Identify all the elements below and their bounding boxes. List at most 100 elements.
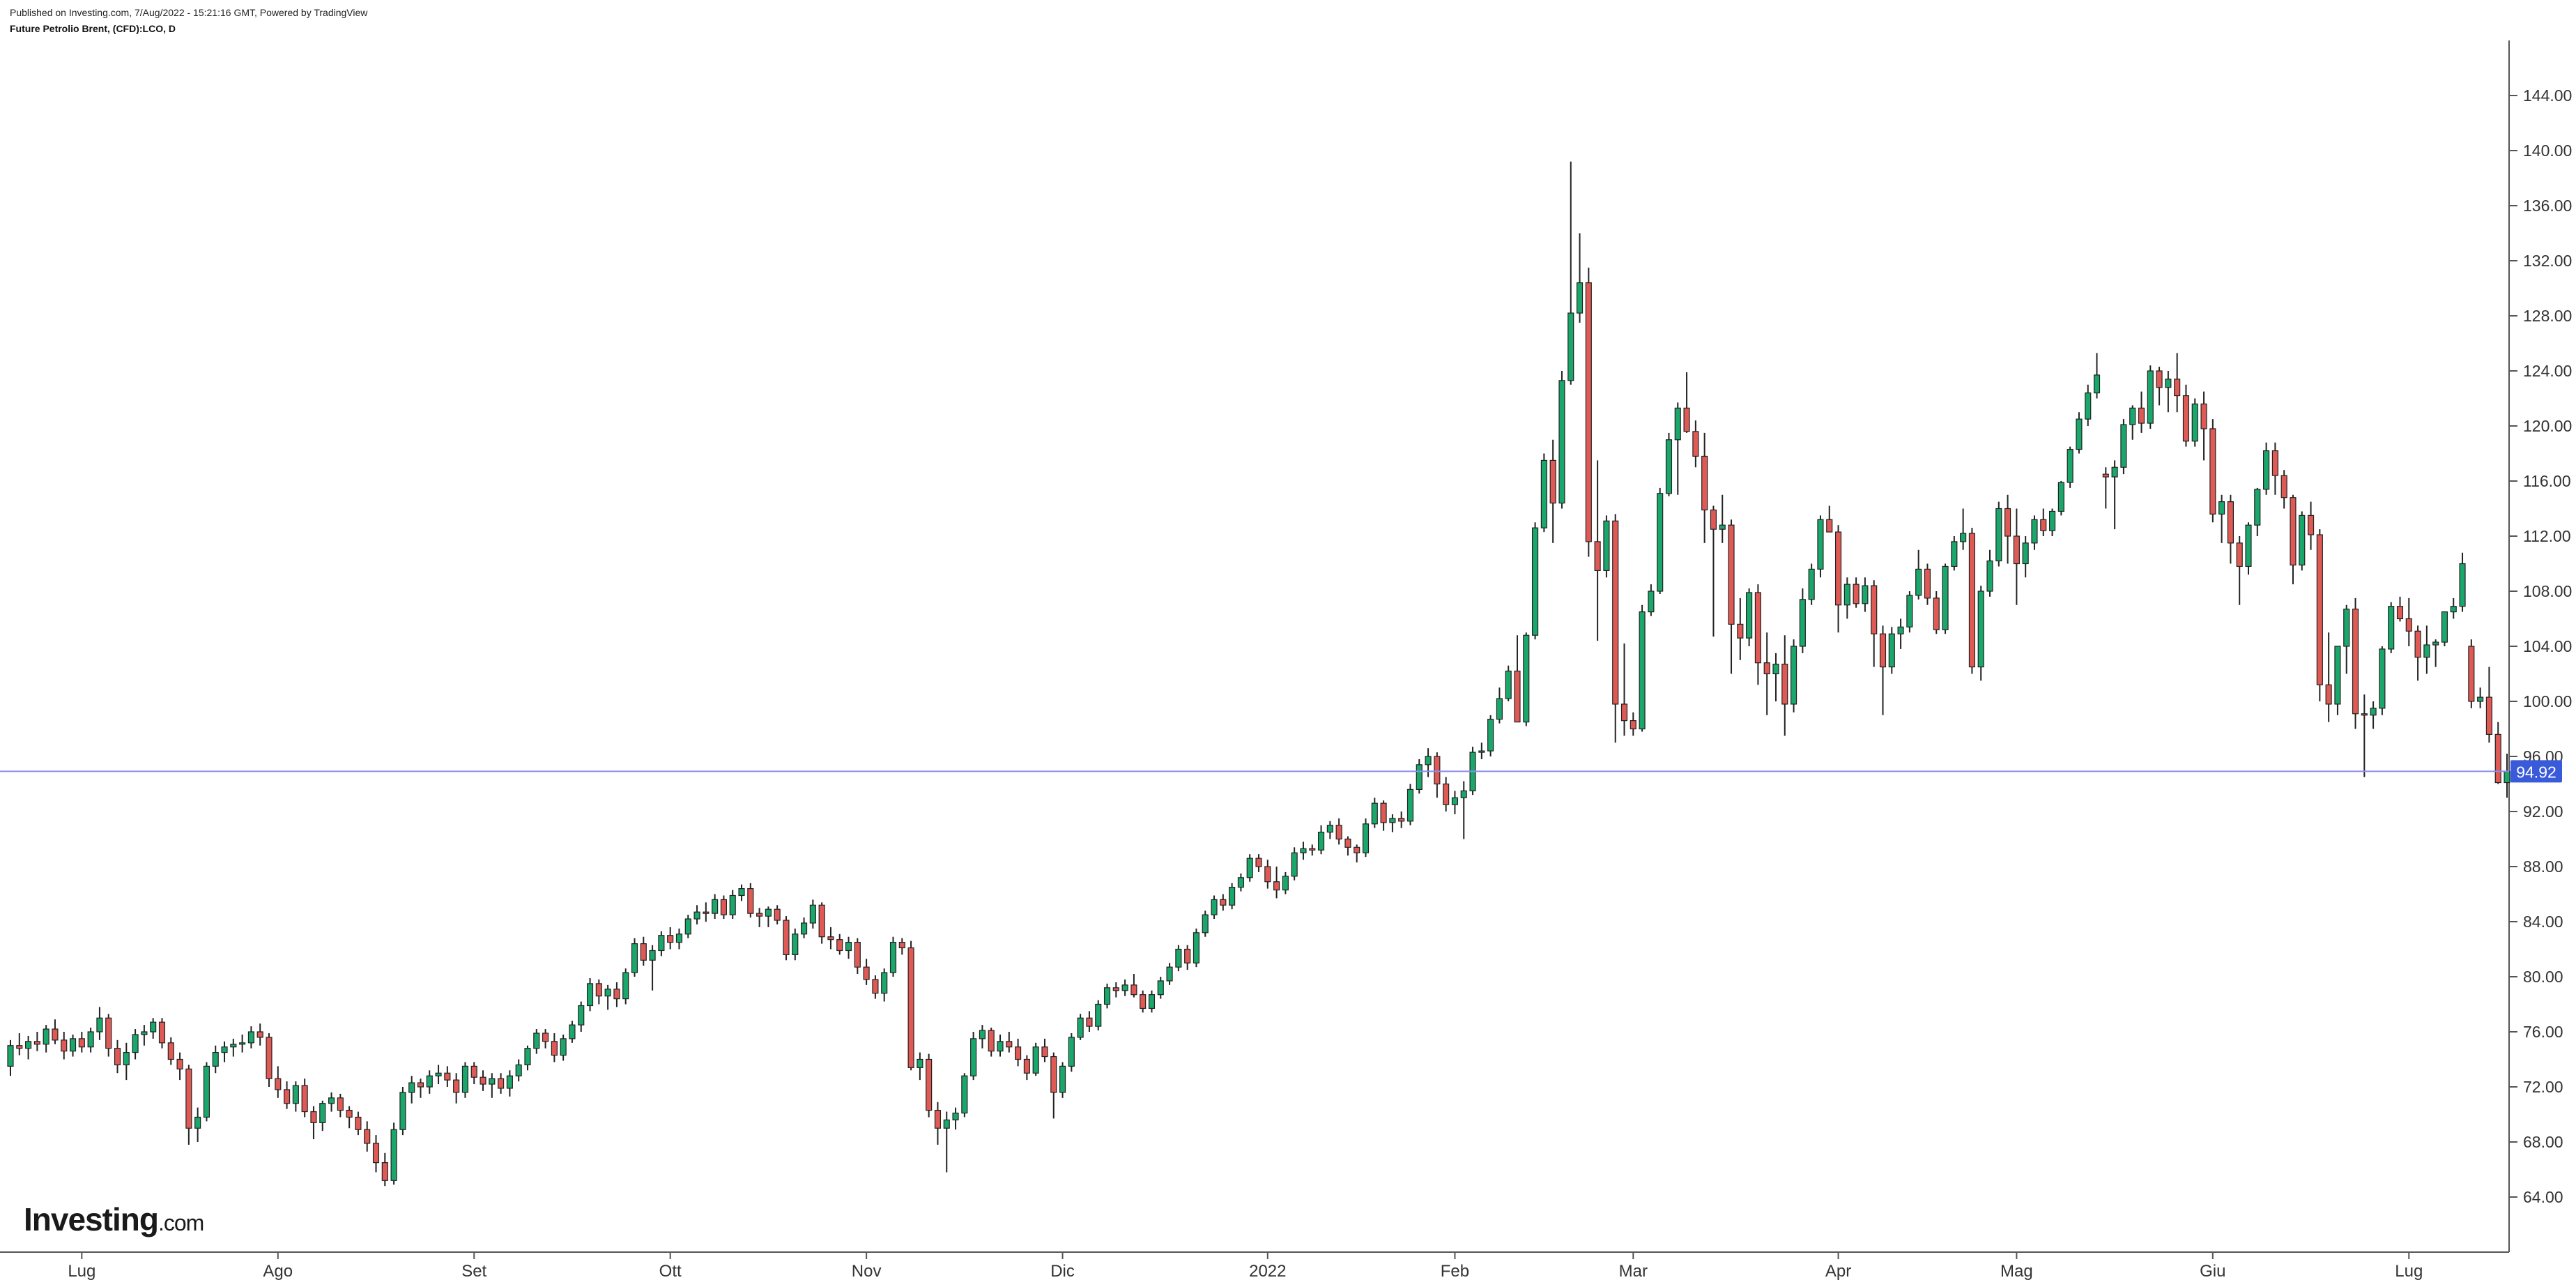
candle-body-down — [926, 1058, 933, 1111]
candle — [1826, 505, 1833, 533]
candle-body-up — [809, 904, 816, 924]
candle-body-down — [78, 1038, 85, 1048]
candle-body-down — [33, 1041, 40, 1045]
y-tick-label: 92.00 — [2523, 802, 2563, 821]
candle-body-up — [1237, 877, 1244, 888]
candle-body-down — [1273, 881, 1280, 891]
candle — [355, 1111, 362, 1136]
candle — [2477, 687, 2484, 708]
candle-body-up — [1532, 527, 1539, 636]
x-tick-label: Ago — [263, 1262, 293, 1280]
candle-body-up — [1960, 533, 1967, 542]
candle-body-down — [337, 1097, 344, 1111]
candle — [114, 1039, 121, 1074]
candle — [1692, 420, 1699, 468]
candle-body-up — [658, 935, 665, 952]
y-tick-label: 144.00 — [2523, 86, 2572, 105]
logo-text: Investing — [24, 1201, 159, 1237]
candle — [1166, 963, 1173, 985]
candle — [2396, 596, 2404, 622]
candle-body-down — [667, 935, 674, 943]
candle-body-up — [970, 1038, 977, 1076]
candle-body-up — [506, 1075, 513, 1089]
candle — [2129, 405, 2136, 440]
candle-body-down — [640, 943, 647, 961]
candle-body-up — [1915, 568, 1922, 596]
candle — [1549, 439, 1556, 543]
candle-body-up — [952, 1112, 959, 1121]
candle — [417, 1079, 424, 1098]
candle-body-down — [747, 887, 754, 914]
candle-body-up — [560, 1038, 567, 1056]
candle-body-up — [43, 1028, 49, 1045]
candle — [774, 905, 781, 924]
candle — [827, 927, 834, 950]
candle-body-down — [2200, 403, 2207, 429]
candle-body-down — [301, 1085, 308, 1113]
candle-body-up — [1246, 858, 1253, 878]
candle-body-up — [1995, 508, 2002, 562]
candle-body-up — [2031, 519, 2038, 544]
candle-body-down — [1737, 623, 1744, 639]
candle — [2147, 365, 2154, 429]
candle-body-up — [2076, 418, 2083, 450]
candle — [461, 1062, 469, 1098]
candle — [33, 1032, 40, 1051]
candle-body-down — [470, 1065, 477, 1078]
candle — [1915, 549, 1922, 600]
candle — [194, 1107, 201, 1142]
candle-body-down — [158, 1021, 166, 1044]
candle-body-up — [1791, 646, 1797, 705]
candle — [1710, 505, 1717, 637]
candle-body-down — [2138, 407, 2145, 424]
candle — [1077, 1014, 1084, 1040]
candle — [480, 1070, 486, 1091]
candle — [1897, 618, 1904, 649]
candle — [1683, 372, 1690, 433]
candle — [738, 884, 745, 901]
candle — [381, 1152, 388, 1187]
candle — [444, 1066, 451, 1087]
candle — [1746, 588, 1753, 646]
candle — [2280, 470, 2287, 509]
candle-body-down — [185, 1068, 192, 1129]
candle — [1140, 990, 1147, 1013]
candle — [1968, 528, 1975, 674]
candle — [1193, 928, 1200, 968]
candle-body-down — [783, 920, 790, 956]
candle-body-down — [453, 1079, 460, 1093]
candle-body-down — [818, 904, 825, 938]
candle — [2468, 639, 2475, 708]
candle-body-down — [2004, 508, 2011, 537]
candle-body-up — [2245, 524, 2252, 567]
candle-body-up — [96, 1017, 103, 1033]
candle-body-up — [1719, 524, 1726, 530]
candle — [185, 1065, 192, 1145]
candle-body-down — [1112, 987, 1119, 991]
candle — [1817, 515, 1824, 578]
candle — [212, 1045, 219, 1074]
candle — [399, 1087, 406, 1136]
candle — [301, 1079, 308, 1118]
candle — [96, 1007, 103, 1040]
candle — [453, 1073, 460, 1104]
candle-body-up — [578, 1005, 585, 1026]
candle — [1603, 515, 1610, 578]
candle-body-down — [2040, 519, 2047, 531]
candle-body-up — [684, 918, 691, 935]
candle — [649, 945, 656, 991]
candle — [1657, 487, 1664, 594]
candle-body-down — [114, 1048, 121, 1065]
candle — [1639, 604, 1646, 732]
candle — [435, 1065, 442, 1085]
candle — [78, 1032, 85, 1053]
candle-body-up — [2191, 403, 2198, 442]
candle — [1211, 895, 1218, 920]
candle-body-up — [2299, 515, 2306, 566]
candle — [1960, 508, 1967, 550]
x-tick-label: Lug — [68, 1262, 95, 1280]
candle — [1246, 854, 1253, 882]
candle — [1015, 1038, 1022, 1067]
candle — [2423, 625, 2430, 674]
